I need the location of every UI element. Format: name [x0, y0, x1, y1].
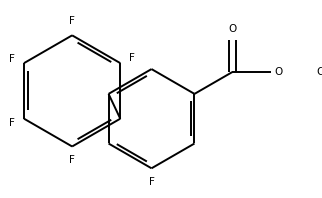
Text: CH₃: CH₃ [317, 67, 322, 77]
Text: F: F [69, 16, 75, 26]
Text: F: F [9, 118, 15, 128]
Text: F: F [148, 177, 155, 187]
Text: F: F [69, 155, 75, 165]
Text: F: F [9, 54, 15, 64]
Text: F: F [129, 53, 135, 63]
Text: O: O [228, 24, 236, 34]
Text: O: O [274, 67, 282, 77]
